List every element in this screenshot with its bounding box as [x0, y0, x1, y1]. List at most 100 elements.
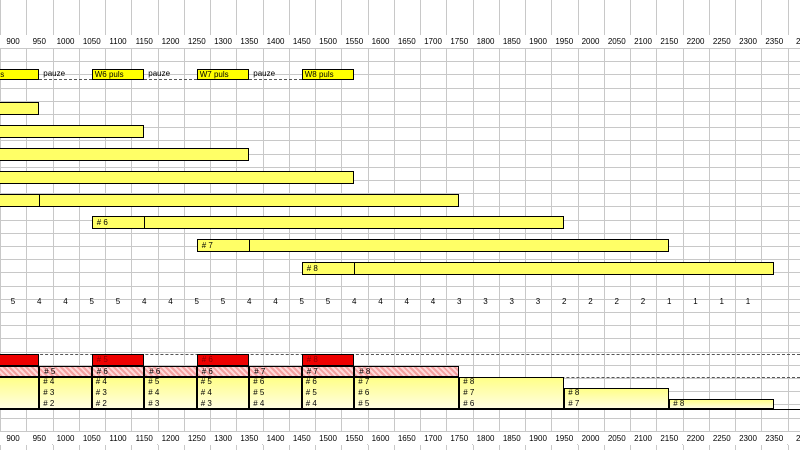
gantt-bar: [0, 171, 355, 184]
bar-divider: [39, 195, 41, 206]
stack-block-label: # 3: [95, 388, 107, 397]
bottom-tick-label: 1000: [52, 432, 79, 445]
stack-block-label: # 8: [568, 388, 580, 397]
top-tick-label: 2150: [656, 35, 683, 48]
hatched-segment: # 7: [301, 366, 355, 377]
stack-block-label: # 5: [253, 388, 265, 397]
count-value: 5: [115, 297, 121, 306]
hatched-segment: # 6: [196, 366, 250, 377]
bar-divider: [144, 217, 146, 228]
hatched-segment-label: # 5: [44, 367, 56, 376]
stack-baseline: [0, 409, 800, 410]
count-value: 4: [142, 297, 147, 306]
count-value: 4: [37, 297, 42, 306]
top-tick-label: 1850: [498, 35, 525, 48]
count-value: 1: [719, 297, 724, 306]
bottom-tick-label: 1500: [315, 432, 341, 445]
top-tick-label: 900: [0, 35, 26, 48]
count-value: 4: [168, 297, 173, 306]
gantt-bar: # 7: [196, 239, 670, 252]
pulse-label: W7 puls: [199, 70, 229, 79]
top-tick-label: 1000: [52, 35, 79, 48]
pulse-label: uls: [0, 70, 5, 79]
red-segment: # 6: [196, 354, 250, 366]
hatched-segment-label: # 6: [96, 367, 108, 376]
pulse-cell: W8 puls: [301, 69, 355, 80]
hatched-segment-label: # 7: [254, 367, 266, 376]
bottom-tick-label: 1400: [262, 432, 289, 445]
pause-label: pauze: [253, 69, 276, 78]
stack-block: [459, 377, 565, 409]
bottom-tick-label: 24: [787, 432, 800, 445]
gantt-bar: [0, 148, 250, 161]
stack-block: [301, 377, 355, 409]
count-value: 5: [89, 297, 94, 306]
pause-label: pauze: [148, 69, 171, 78]
gantt-bar-label: # 7: [201, 241, 213, 250]
stack-block: [249, 377, 302, 409]
hatched-segment: # 6: [144, 366, 197, 377]
top-tick-label: 1750: [446, 35, 473, 48]
top-tick-label: 2200: [682, 35, 709, 48]
top-tick-label: 1150: [131, 35, 158, 48]
hatched-segment: # 6: [91, 366, 145, 377]
stack-block-label: # 6: [463, 399, 475, 408]
count-value: 5: [325, 297, 331, 306]
stack-block-label: # 4: [95, 377, 107, 386]
top-tick-label: 1400: [262, 35, 289, 48]
stack-block-label: # 5: [358, 399, 370, 408]
count-value: 4: [430, 297, 436, 306]
top-tick-label: 1950: [551, 35, 578, 48]
hatched-segment: [0, 366, 40, 377]
stack-block-label: # 5: [148, 377, 160, 386]
bottom-tick-label: 2150: [656, 432, 683, 445]
stack-block: [564, 388, 670, 409]
top-tick-label: 2250: [708, 35, 735, 48]
count-value: 1: [693, 297, 698, 306]
bottom-tick-label: 900: [0, 432, 26, 445]
stack-block-label: # 2: [95, 399, 107, 408]
hatched-segment-label: # 6: [149, 367, 161, 376]
bottom-tick-label: 2050: [603, 432, 630, 445]
gantt-bar: [0, 194, 460, 207]
stack-block-label: # 3: [43, 388, 55, 397]
top-tick-label: 2300: [735, 35, 761, 48]
bottom-tick-label: 1650: [393, 432, 420, 445]
pulse-cell: W6 puls: [91, 69, 145, 80]
bottom-tick-label: 1900: [525, 432, 551, 445]
stack-block-label: # 8: [673, 399, 685, 408]
stack-block-label: # 4: [253, 399, 265, 408]
top-tick-label: 1050: [78, 35, 105, 48]
gantt-bar-label: # 6: [96, 218, 108, 227]
bar-divider: [354, 263, 356, 274]
top-tick-label: 1300: [210, 35, 236, 48]
bottom-tick-label: 1350: [236, 432, 263, 445]
bottom-tick-label: 2250: [708, 432, 735, 445]
count-value: 4: [404, 297, 409, 306]
top-tick-label: 1350: [236, 35, 263, 48]
bottom-tick-label: 1750: [446, 432, 473, 445]
bottom-tick-label: 2300: [735, 432, 761, 445]
count-value: 1: [667, 297, 672, 306]
bottom-tick-label: 1250: [183, 432, 210, 445]
bottom-tick-label: 1100: [105, 432, 131, 445]
top-tick-label: 2100: [630, 35, 656, 48]
count-value: 3: [457, 297, 462, 306]
stack-block-label: # 5: [200, 377, 212, 386]
count-value: 5: [220, 297, 226, 306]
count-value: 2: [588, 297, 593, 306]
bar-divider: [249, 240, 251, 251]
bottom-tick-label: 2100: [630, 432, 656, 445]
pulse-label: W6 puls: [94, 70, 124, 79]
stack-block-label: # 4: [43, 377, 55, 386]
hatched-segment-label: # 7: [306, 367, 318, 376]
count-value: 5: [299, 297, 304, 306]
pause-label: pauze: [43, 69, 66, 78]
stack-block-label: # 7: [568, 399, 580, 408]
stack-dashed-top: [0, 354, 800, 355]
stack-block-label: # 7: [463, 388, 475, 397]
red-segment-label: # 5: [96, 355, 108, 364]
top-tick-label: 1550: [341, 35, 368, 48]
bottom-tick-label: 1550: [341, 432, 368, 445]
